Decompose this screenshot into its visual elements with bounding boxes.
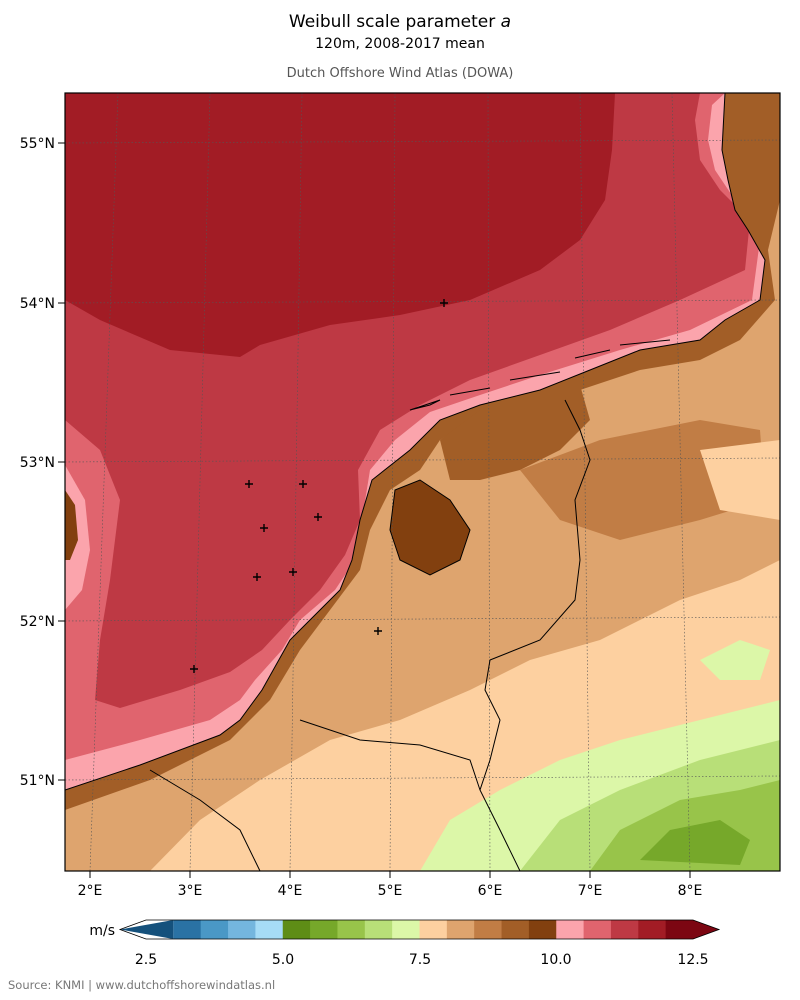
wadden-islands <box>409 339 671 411</box>
country-border <box>299 719 481 791</box>
colorbar-segment <box>665 920 719 939</box>
map-frame <box>64 92 781 872</box>
colorbar-segment <box>501 920 530 939</box>
colorbar-segment <box>120 920 174 939</box>
station-marker <box>190 665 198 673</box>
station-marker <box>245 480 253 488</box>
graticule-line <box>671 93 691 871</box>
graticule-line <box>65 775 780 781</box>
colorbar-segment <box>528 920 557 939</box>
graticule-line <box>487 93 491 871</box>
colorbar-segment <box>556 920 585 939</box>
station-marker <box>299 480 307 488</box>
colorbar-tick-label: 5.0 <box>272 952 294 968</box>
graticule-line <box>89 93 119 871</box>
colorbar-segments <box>118 919 721 940</box>
colorbar-segment <box>364 920 393 939</box>
east-light-region <box>700 440 780 520</box>
country-border <box>479 399 591 871</box>
high-wind-zone <box>65 93 615 357</box>
lat-label: 51°N <box>20 773 55 789</box>
station-marker <box>289 568 297 576</box>
colorbar-segment <box>200 920 229 939</box>
dataset-label: Dutch Offshore Wind Atlas (DOWA) <box>286 66 514 81</box>
colorbar-segment <box>228 920 256 939</box>
latitude-labels: 55°N 54°N 53°N 52°N 51°N <box>20 136 65 789</box>
graticule-line <box>65 616 780 622</box>
colorbar-segment <box>282 920 311 939</box>
title-parameter: a <box>500 12 512 32</box>
graticule-line <box>289 93 303 871</box>
lon-label: 2°E <box>78 883 103 899</box>
title-text: Weibull scale parameter <box>288 12 501 32</box>
graticule <box>65 93 780 871</box>
lon-label: 8°E <box>678 883 703 899</box>
station-marker <box>260 524 268 532</box>
lon-label: 7°E <box>578 883 603 899</box>
graticule-line <box>65 457 780 463</box>
north-region <box>440 385 590 480</box>
colorbar-segment <box>310 920 338 939</box>
station-marker <box>314 513 322 521</box>
colorbar-segment <box>392 920 420 939</box>
colorbar-segment <box>173 920 202 939</box>
lat-label: 55°N <box>20 136 55 152</box>
coastline <box>65 93 766 791</box>
graticule-line <box>65 139 780 144</box>
colorbar-segment <box>446 920 475 939</box>
colorbar-tick-label: 7.5 <box>409 952 431 968</box>
ijsselmeer-outline <box>389 479 471 576</box>
lat-label: 52°N <box>20 614 55 630</box>
highland-green-patch <box>700 640 770 680</box>
map-title: Weibull scale parameter a <box>0 12 800 32</box>
colorbar-tick-label: 2.5 <box>135 952 157 968</box>
station-marker <box>253 573 261 581</box>
colorbar-segment <box>255 920 284 939</box>
source-credit: Source: KNMI | www.dutchoffshorewindatla… <box>8 978 276 992</box>
lat-label: 53°N <box>20 455 55 471</box>
graticule-line <box>389 93 396 871</box>
lon-label: 6°E <box>478 883 503 899</box>
country-border <box>149 769 261 871</box>
colorbar-segment <box>419 920 448 939</box>
colorbar-segment <box>638 920 667 939</box>
ijsselmeer-region <box>390 480 470 575</box>
colorbar: m/s 2.5 5.0 7.5 10.0 12.5 <box>89 919 721 968</box>
borders <box>65 93 766 871</box>
lon-label: 5°E <box>378 883 403 899</box>
highland-darkest <box>640 820 750 865</box>
colorbar-segment <box>337 920 366 939</box>
graticule-line <box>65 299 780 304</box>
station-markers <box>190 299 448 673</box>
graticule-line <box>189 93 211 871</box>
station-marker <box>374 627 382 635</box>
west-edge-land <box>65 490 78 560</box>
longitude-labels: 2°E 3°E 4°E 5°E 6°E 7°E 8°E <box>78 871 703 899</box>
lat-label: 54°N <box>20 296 55 312</box>
colorbar-segment <box>610 920 639 939</box>
lon-label: 3°E <box>178 883 203 899</box>
coastal-strip <box>65 93 780 810</box>
colorbar-outline <box>118 919 721 940</box>
map-subtitle: 120m, 2008-2017 mean <box>315 36 485 52</box>
graticule-line <box>579 93 591 871</box>
colorbar-segment <box>583 920 612 939</box>
colorbar-unit: m/s <box>89 923 115 939</box>
colorbar-segment <box>474 920 503 939</box>
colorbar-tick-label: 12.5 <box>677 952 708 968</box>
colorbar-tick-label: 10.0 <box>540 952 571 968</box>
station-marker <box>440 299 448 307</box>
lon-label: 4°E <box>278 883 303 899</box>
